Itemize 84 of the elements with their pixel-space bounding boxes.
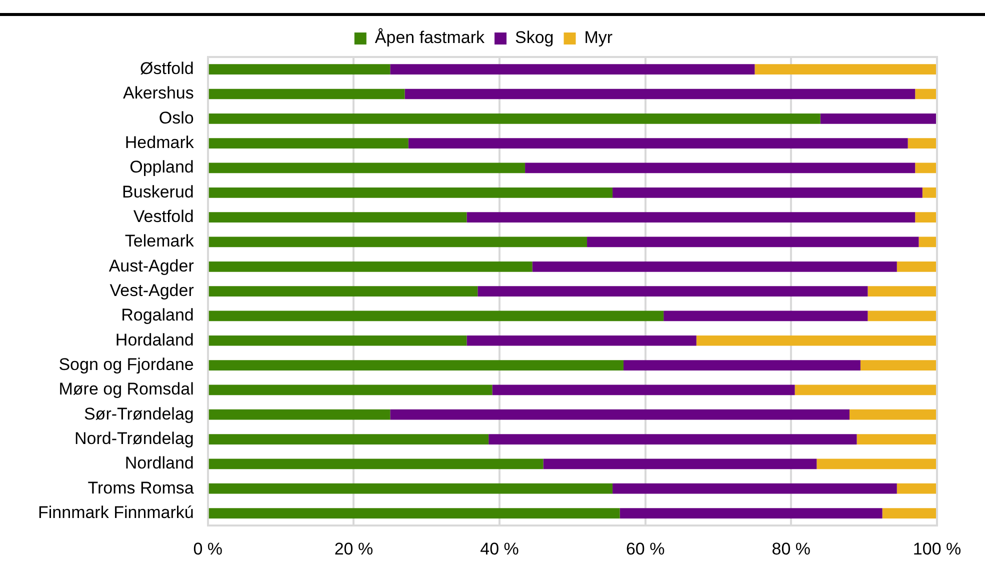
bar bbox=[612, 187, 922, 198]
bar bbox=[918, 236, 937, 248]
bar bbox=[208, 113, 820, 124]
y-tick-label: Vestfold bbox=[133, 207, 194, 226]
bar bbox=[525, 162, 916, 174]
y-tick-label: Østfold bbox=[140, 59, 194, 78]
bar bbox=[623, 360, 860, 370]
bar bbox=[915, 88, 937, 100]
bar bbox=[390, 64, 755, 75]
bar bbox=[896, 483, 937, 494]
bar bbox=[868, 286, 937, 296]
bar bbox=[208, 335, 467, 346]
bar bbox=[532, 261, 897, 272]
bar bbox=[850, 409, 937, 420]
x-tick-label: 80 % bbox=[772, 539, 811, 558]
bar bbox=[754, 64, 937, 75]
x-tick-label: 0 % bbox=[193, 539, 223, 558]
bar bbox=[922, 187, 937, 198]
y-tick-label: Telemark bbox=[124, 232, 194, 251]
bar bbox=[587, 236, 919, 248]
bar bbox=[208, 236, 588, 248]
bar bbox=[856, 434, 937, 444]
legend-label: Myr bbox=[584, 28, 613, 48]
bar bbox=[543, 458, 817, 470]
legend-label: Åpen fastmark bbox=[374, 28, 486, 48]
bar bbox=[915, 162, 937, 174]
bar bbox=[208, 360, 624, 370]
y-tick-label: Møre og Romsdal bbox=[58, 380, 194, 399]
bar bbox=[208, 261, 532, 272]
bar bbox=[404, 88, 916, 100]
y-tick-label: Hordaland bbox=[115, 330, 194, 350]
bar bbox=[478, 286, 868, 296]
x-tick-label: 20 % bbox=[334, 539, 374, 558]
bar bbox=[208, 409, 390, 420]
bar bbox=[208, 162, 526, 174]
bar bbox=[408, 138, 908, 148]
y-tick-label: Buskerud bbox=[122, 182, 194, 202]
x-tick-label: 60 % bbox=[626, 539, 665, 558]
bar bbox=[820, 113, 937, 124]
y-tick-label: Sogn og Fjordane bbox=[58, 354, 194, 374]
bar bbox=[696, 335, 937, 346]
x-tick-label: 40 % bbox=[480, 539, 519, 558]
bar bbox=[612, 483, 897, 494]
bar bbox=[488, 434, 857, 444]
y-tick-label: Aust-Agder bbox=[108, 256, 194, 276]
x-tick-label: 100 % bbox=[912, 539, 962, 558]
bar bbox=[816, 458, 937, 470]
bar bbox=[466, 335, 696, 346]
y-tick-label: Rogaland bbox=[121, 306, 194, 325]
y-tick-label: Oslo bbox=[158, 108, 194, 128]
bar bbox=[620, 508, 882, 518]
bar bbox=[466, 212, 916, 222]
y-tick-label: Sør-Trøndelag bbox=[84, 404, 194, 424]
bar bbox=[208, 88, 405, 100]
bar bbox=[664, 310, 868, 322]
bar bbox=[208, 138, 408, 148]
bar bbox=[882, 508, 937, 518]
bar bbox=[208, 384, 492, 396]
bar bbox=[208, 508, 620, 518]
bar bbox=[868, 310, 937, 322]
y-tick-label: Hedmark bbox=[124, 133, 194, 152]
bar bbox=[860, 360, 937, 370]
y-tick-label: Finnmark Finnmarkú bbox=[38, 502, 194, 522]
y-tick-label: Oppland bbox=[130, 158, 194, 177]
bar bbox=[908, 138, 937, 148]
bar bbox=[208, 310, 664, 322]
bar bbox=[208, 64, 390, 75]
bar bbox=[915, 212, 937, 222]
y-tick-label: Nordland bbox=[124, 454, 194, 473]
bar bbox=[896, 261, 937, 272]
bar bbox=[794, 384, 937, 396]
y-tick-label: Vest-Agder bbox=[110, 280, 194, 300]
bar bbox=[492, 384, 795, 396]
legend-label: Skog bbox=[515, 28, 554, 48]
bar bbox=[390, 409, 850, 420]
bar bbox=[208, 483, 613, 494]
bar bbox=[208, 212, 467, 222]
bar bbox=[208, 187, 613, 198]
bar bbox=[208, 434, 489, 444]
bar bbox=[208, 458, 544, 470]
y-tick-label: Troms Romsa bbox=[88, 478, 194, 498]
y-tick-label: Nord-Trøndelag bbox=[74, 428, 194, 448]
bar bbox=[208, 286, 478, 296]
y-tick-label: Akershus bbox=[122, 84, 194, 103]
